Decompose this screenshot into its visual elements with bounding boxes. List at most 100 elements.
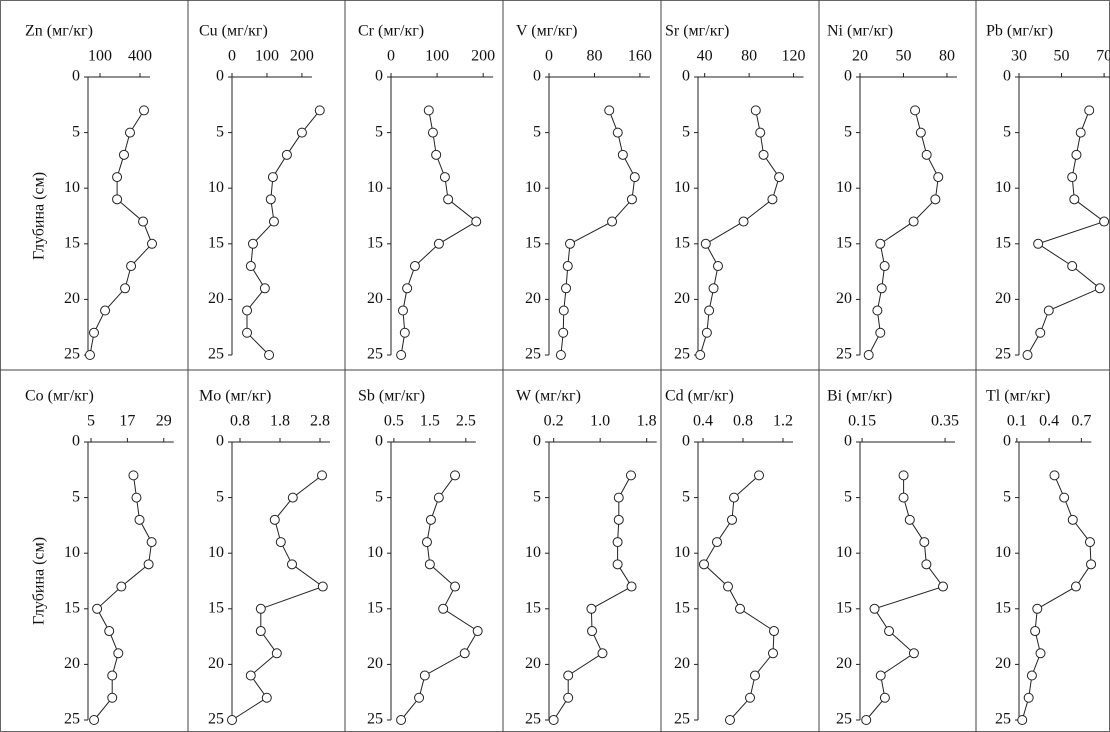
data-point <box>450 470 461 481</box>
x-tick-label: 1.8 <box>637 413 657 430</box>
data-point <box>1043 305 1054 316</box>
data-point <box>1070 581 1081 592</box>
data-point <box>89 715 100 725</box>
y-tick-label: 0 <box>375 433 383 450</box>
data-point <box>1033 238 1044 249</box>
data-point <box>725 715 735 725</box>
data-point <box>563 692 574 703</box>
panel-title: Cd (мг/кг) <box>665 388 734 405</box>
data-point <box>908 216 919 227</box>
x-tick-label: 100 <box>255 48 279 65</box>
panel-title: Pb (мг/кг) <box>986 23 1053 40</box>
y-tick-label: 25 <box>525 711 541 728</box>
y-tick-label: 5 <box>72 488 80 505</box>
data-point <box>1022 350 1033 360</box>
data-point <box>439 172 450 183</box>
panel-title: Sb (мг/кг) <box>358 388 425 405</box>
data-point <box>563 670 574 681</box>
y-tick-label: 10 <box>674 179 690 196</box>
data-point <box>727 514 737 525</box>
y-tick-label: 0 <box>682 433 690 450</box>
data-point <box>735 603 745 614</box>
data-point <box>884 626 895 637</box>
data-point <box>443 194 454 205</box>
data-point <box>128 470 139 481</box>
data-point <box>287 492 298 503</box>
data-point <box>626 581 637 592</box>
data-point <box>875 238 886 249</box>
data-point <box>774 172 785 183</box>
data-point <box>271 648 282 659</box>
x-tick-label: 50 <box>895 48 911 65</box>
y-tick-label: 0 <box>1003 433 1011 450</box>
data-point <box>876 283 887 294</box>
y-tick-label: 20 <box>367 655 383 672</box>
y-tick-label: 10 <box>64 544 80 561</box>
data-point <box>119 149 129 160</box>
y-tick-label: 10 <box>995 544 1011 561</box>
y-tick-label: 25 <box>836 711 852 728</box>
x-tick-label: 70 <box>1096 48 1110 65</box>
data-point <box>604 105 615 116</box>
x-tick-label: 100 <box>425 48 449 65</box>
x-tick-label: 80 <box>586 48 602 65</box>
data-point <box>143 559 154 570</box>
y-tick-label: 20 <box>674 290 690 307</box>
y-tick-label: 25 <box>64 711 80 728</box>
data-point <box>921 149 932 160</box>
data-point <box>424 559 435 570</box>
y-tick-label: 25 <box>995 346 1011 363</box>
data-point <box>1059 492 1070 503</box>
data-point <box>910 105 921 116</box>
x-tick-label: 0 <box>545 48 553 65</box>
x-tick-label: 0.4 <box>1039 413 1059 430</box>
y-tick-label: 20 <box>995 655 1011 672</box>
data-point <box>768 648 778 659</box>
y-tick-label: 20 <box>208 290 224 307</box>
y-tick-label: 5 <box>72 123 80 140</box>
y-tick-label: 25 <box>674 711 690 728</box>
y-tick-label: 5 <box>844 488 852 505</box>
x-tick-label: 0.2 <box>544 413 564 430</box>
y-tick-label: 5 <box>533 488 541 505</box>
y-tick-label: 15 <box>208 599 224 616</box>
data-point <box>869 603 880 614</box>
data-point <box>255 626 266 637</box>
x-tick-label: 17 <box>119 413 135 430</box>
y-tick-label: 15 <box>64 234 80 251</box>
data-point <box>723 581 733 592</box>
x-tick-label: 1.8 <box>270 413 290 430</box>
data-point <box>120 283 131 294</box>
data-point <box>267 172 278 183</box>
data-point <box>729 492 739 503</box>
data-point <box>1084 537 1095 548</box>
y-tick-label: 10 <box>995 179 1011 196</box>
data-point <box>255 603 266 614</box>
y-tick-label: 20 <box>674 655 690 672</box>
panel-title: W (мг/кг) <box>516 388 581 405</box>
data-point <box>769 626 779 637</box>
x-tick-label: 0.8 <box>230 413 250 430</box>
data-point <box>264 350 275 360</box>
data-point <box>1035 327 1046 338</box>
data-point <box>1023 692 1034 703</box>
y-tick-label: 15 <box>367 599 383 616</box>
y-tick-label: 25 <box>64 346 80 363</box>
y-tick-label: 25 <box>367 346 383 363</box>
data-point <box>1084 105 1095 116</box>
data-point <box>317 470 327 481</box>
y-tick-label: 15 <box>674 599 690 616</box>
y-tick-label: 10 <box>836 179 852 196</box>
data-point <box>695 350 706 360</box>
y-tick-label: 20 <box>367 290 383 307</box>
y-tick-label: 15 <box>64 599 80 616</box>
data-point <box>281 149 292 160</box>
data-point <box>565 238 576 249</box>
data-point <box>147 238 157 249</box>
y-tick-label: 5 <box>1003 488 1011 505</box>
x-tick-label: 29 <box>156 413 172 430</box>
data-point <box>767 194 778 205</box>
data-point <box>863 350 874 360</box>
y-tick-label: 10 <box>367 544 383 561</box>
data-point <box>933 172 944 183</box>
